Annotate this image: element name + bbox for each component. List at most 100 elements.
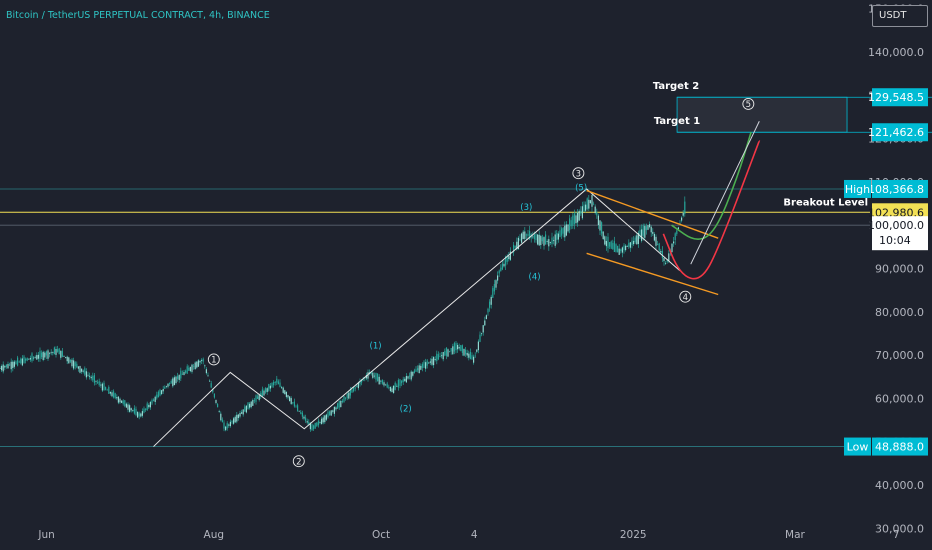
impulse-wave-path: [153, 188, 681, 447]
candle-body: [266, 388, 268, 392]
candle-body: [468, 353, 470, 358]
candle-body: [181, 373, 183, 375]
candle-body: [253, 400, 255, 402]
candle-body: [447, 349, 449, 357]
candle-body: [95, 380, 97, 382]
candle-body: [141, 411, 143, 416]
candle-body: [380, 380, 382, 382]
candle-body: [284, 390, 286, 395]
candle-body: [49, 352, 51, 354]
candle-body: [461, 345, 463, 353]
candle-body: [575, 215, 577, 224]
candle-body: [37, 354, 39, 359]
candle-body: [21, 358, 23, 366]
candle-body: [244, 406, 246, 412]
candle-body: [157, 391, 159, 398]
candle-body: [5, 364, 7, 368]
candle-body: [215, 399, 217, 403]
candle-body: [276, 378, 278, 383]
candle-body: [522, 231, 524, 240]
candle-body: [143, 408, 145, 413]
candle-body: [613, 241, 615, 252]
candle-body: [236, 414, 238, 422]
candle-body: [452, 346, 454, 355]
candle-body: [681, 217, 683, 221]
candle-body: [97, 381, 99, 383]
candle-body: [268, 383, 270, 391]
candle-body: [127, 404, 129, 410]
candle-body: [113, 391, 115, 398]
candle-body: [665, 262, 667, 264]
candle-body: [68, 357, 70, 364]
candle-body: [258, 394, 260, 400]
candle-body: [514, 245, 516, 248]
candle-body: [610, 241, 612, 249]
candle-body: [201, 360, 203, 361]
candle-body: [417, 368, 419, 371]
candle-body: [409, 375, 411, 377]
candle-body: [666, 259, 668, 262]
candle-body: [497, 275, 499, 281]
candle-body: [594, 206, 596, 214]
level-tag-bg: [844, 179, 871, 198]
target-2-label: Target 2: [653, 81, 699, 92]
candle-body: [546, 241, 548, 242]
candle-body: [41, 352, 43, 357]
candle-body: [655, 236, 657, 246]
candle-body: [193, 365, 195, 367]
candle-body: [124, 400, 126, 407]
candle-body: [481, 333, 483, 335]
candle-body: [591, 194, 593, 207]
target-1-value: 121,462.6: [868, 126, 924, 139]
candle-body: [172, 378, 174, 387]
candle-body: [273, 382, 275, 386]
candle-body: [479, 334, 481, 342]
candle-body: [605, 240, 607, 247]
currency-selector[interactable]: USDT: [872, 5, 928, 27]
level-value: 48,888.0: [875, 441, 924, 454]
candle-body: [212, 388, 214, 393]
candle-body: [647, 225, 649, 230]
candle-body: [69, 359, 71, 362]
candle-body: [133, 408, 135, 414]
candle-body: [415, 369, 417, 372]
candle-body: [233, 418, 235, 424]
candle-body: [36, 355, 38, 360]
projection-curve: [662, 140, 761, 280]
candle-body: [423, 361, 425, 368]
candle-body: [306, 421, 308, 423]
candle-body: [487, 308, 489, 313]
candle-body: [74, 362, 76, 367]
candle-body: [645, 226, 647, 231]
x-tick-label: Aug: [204, 529, 225, 541]
x-tick-label: 4: [471, 529, 478, 541]
candle-body: [146, 403, 148, 410]
candle-body: [407, 376, 409, 379]
last-price-countdown: 10:04: [879, 234, 911, 247]
candle-body: [189, 366, 191, 372]
y-tick-label: 140,000.0: [868, 46, 924, 59]
symbol-title: Bitcoin / TetherUS PERPETUAL CONTRACT, 4…: [6, 10, 270, 21]
candle-body: [9, 364, 11, 366]
wave-major-circle: [207, 353, 220, 366]
level-value-bg: [872, 437, 928, 456]
candle-body: [226, 423, 228, 429]
candle-body: [410, 371, 412, 380]
candle-body: [663, 258, 665, 262]
candle-body: [197, 360, 199, 367]
candle-body: [474, 355, 476, 357]
candle-body: [52, 351, 54, 353]
candle-body: [498, 270, 500, 274]
candle-body: [177, 376, 179, 379]
candle-body: [596, 211, 598, 216]
candle-body: [106, 389, 108, 391]
candle-body: [495, 280, 497, 288]
candle-body: [445, 347, 447, 356]
breakout-level-value: 102,980.6: [868, 206, 924, 219]
candle-body: [428, 362, 430, 364]
candle-body: [116, 397, 118, 399]
candle-body: [361, 379, 363, 383]
wave-major-circle: [292, 455, 305, 468]
level-value: 108,366.8: [868, 183, 924, 196]
